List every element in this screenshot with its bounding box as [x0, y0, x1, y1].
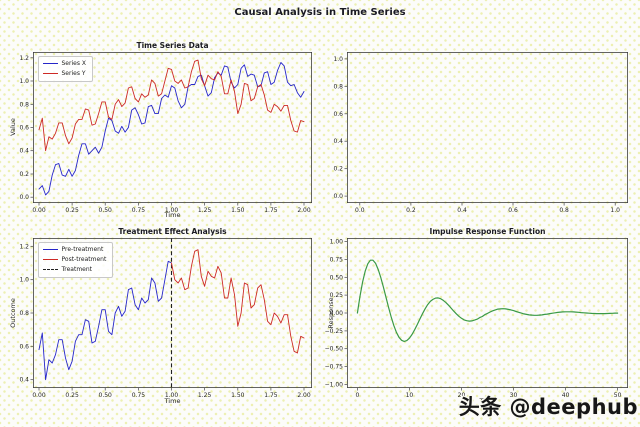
x-tick-label: 0.25	[65, 392, 79, 399]
series-x-line	[38, 62, 305, 196]
x-tick-label: 1.00	[165, 392, 179, 399]
x-tick-label: 0.25	[65, 207, 79, 214]
legend-item: Treatment	[42, 265, 107, 275]
subplot-title-impulse-response: Impulse Response Function	[429, 227, 546, 236]
subplot-title-treatment-effect: Treatment Effect Analysis	[118, 227, 227, 236]
x-tick-label: 0.2	[406, 207, 416, 214]
y-tick-label: 0.8	[333, 83, 343, 90]
axes-frame	[33, 52, 313, 203]
legend-label: Series X	[61, 59, 86, 67]
empty-plot: 0.0 0.2 0.4 0.6 0.8 1.0 0.0 0.2 0.4 0.6 0.8 1.0	[333, 52, 629, 214]
x-tick-label: 0.8	[559, 207, 569, 214]
x-tick-label: 50	[614, 392, 622, 399]
legend-label: Treatment	[61, 265, 93, 273]
y-axis-label-value: Value	[9, 118, 17, 136]
y-tick-label: 0.6	[19, 125, 29, 132]
legend-line-sample	[42, 73, 58, 74]
legend-item: Series X	[42, 59, 86, 69]
y-tick-label: 0.8	[19, 101, 29, 108]
y-tick-label: 0.00	[330, 310, 344, 317]
x-tick-label: 10	[406, 392, 414, 399]
x-tick-label: 1.75	[264, 207, 278, 214]
x-tick-label: 0.00	[32, 207, 46, 214]
x-tick-label: 0.50	[99, 207, 113, 214]
legend-line-sample	[42, 249, 58, 250]
y-tick-label: 0.4	[333, 138, 343, 145]
legend-label: Post-treatment	[61, 255, 107, 263]
impulse-response-plot: 0 10 20 30 40 50 −1.00 −0.75 −0.50 −0.25 0.00 0.25 0…	[325, 238, 629, 399]
legend-label: Pre-treatment	[61, 245, 104, 253]
x-tick-label: 2.00	[297, 392, 311, 399]
legend-line-sample	[42, 259, 58, 260]
x-tick-label: 20	[458, 392, 466, 399]
y-tick-label: 1.0	[333, 56, 343, 63]
axes-frame	[347, 238, 629, 388]
y-tick-label: 0.4	[19, 148, 29, 155]
x-tick-label: 1.0	[610, 207, 620, 214]
pre-treatment-line	[38, 260, 172, 381]
y-tick-label: −0.75	[325, 364, 344, 371]
y-axis-label-outcome: Outcome	[9, 298, 17, 328]
legend-label: Series Y	[61, 69, 86, 77]
subplot-title-time-series: Time Series Data	[136, 41, 209, 50]
x-tick-label: 1.75	[264, 392, 278, 399]
axes-frame	[33, 238, 313, 388]
time-series-plot: 0.00 0.25 0.50 0.75 1.00 1.25 1.50 1.75 2.00 0.0 0…	[19, 52, 313, 214]
y-tick-label: 0.4	[19, 377, 29, 384]
x-tick-label: 1.25	[198, 207, 212, 214]
y-tick-label: 1.00	[330, 239, 344, 246]
figure-title: Causal Analysis in Time Series	[234, 7, 406, 18]
y-axis-label-response: Response	[327, 297, 335, 329]
y-tick-label: 0.25	[330, 292, 344, 299]
x-tick-label: 0.75	[132, 392, 146, 399]
y-tick-label: 1.0	[19, 277, 29, 284]
x-tick-label: 1.50	[231, 207, 245, 214]
y-tick-label: −0.50	[325, 346, 344, 353]
post-treatment-line	[171, 249, 305, 354]
time-series-data-legend: Series X Series Y	[37, 55, 93, 82]
x-axis-label-impulse: Time	[479, 397, 496, 405]
y-tick-label: 0.6	[333, 111, 343, 118]
x-tick-label: 0.00	[32, 392, 46, 399]
x-tick-label: 0	[355, 392, 359, 399]
y-tick-label: 1.2	[19, 243, 29, 250]
x-tick-label: 30	[510, 392, 518, 399]
y-tick-label: 0.2	[19, 171, 29, 178]
impulse-response-line	[356, 259, 619, 343]
y-tick-label: −1.00	[325, 381, 344, 388]
legend-item: Series Y	[42, 69, 86, 79]
y-tick-label: 0.0	[333, 193, 343, 200]
x-axis-label-treatment: Time	[164, 397, 181, 405]
y-tick-label: −0.25	[325, 328, 344, 335]
y-tick-label: 0.2	[333, 166, 343, 173]
x-tick-label: 1.25	[198, 392, 212, 399]
x-tick-label: 1.50	[231, 392, 245, 399]
x-tick-label: 0.0	[355, 207, 365, 214]
axes-frame	[347, 52, 629, 203]
x-tick-label: 1.00	[165, 207, 179, 214]
y-tick-label: 0.0	[19, 194, 29, 201]
x-tick-label: 2.00	[297, 207, 311, 214]
legend-item: Post-treatment	[42, 255, 107, 265]
y-tick-label: 0.6	[19, 343, 29, 350]
x-tick-label: 40	[562, 392, 570, 399]
y-tick-label: 0.50	[330, 274, 344, 281]
legend-item: Pre-treatment	[42, 245, 107, 255]
y-tick-label: 0.8	[19, 310, 29, 317]
legend-line-sample	[42, 63, 58, 64]
x-tick-label: 0.6	[508, 207, 518, 214]
y-tick-label: 0.75	[330, 256, 344, 263]
x-tick-label: 0.75	[132, 207, 146, 214]
series-y-line	[38, 59, 305, 152]
legend-line-sample	[42, 269, 58, 270]
x-tick-label: 0.50	[99, 392, 113, 399]
x-axis-label-time-series: Time	[164, 211, 181, 219]
watermark: 头条 @deephub	[458, 395, 638, 419]
y-tick-label: 1.2	[19, 55, 29, 62]
y-tick-label: 1.0	[19, 78, 29, 85]
treatment-effect-plot: 0.00 0.25 0.50 0.75 1.00 1.25 1.50 1.75 2.00 0.4 0…	[19, 238, 313, 399]
treatment-effect-analysis-legend: Pre-treatment Post-treatment Treatment	[37, 241, 114, 278]
x-tick-label: 0.4	[457, 207, 467, 214]
